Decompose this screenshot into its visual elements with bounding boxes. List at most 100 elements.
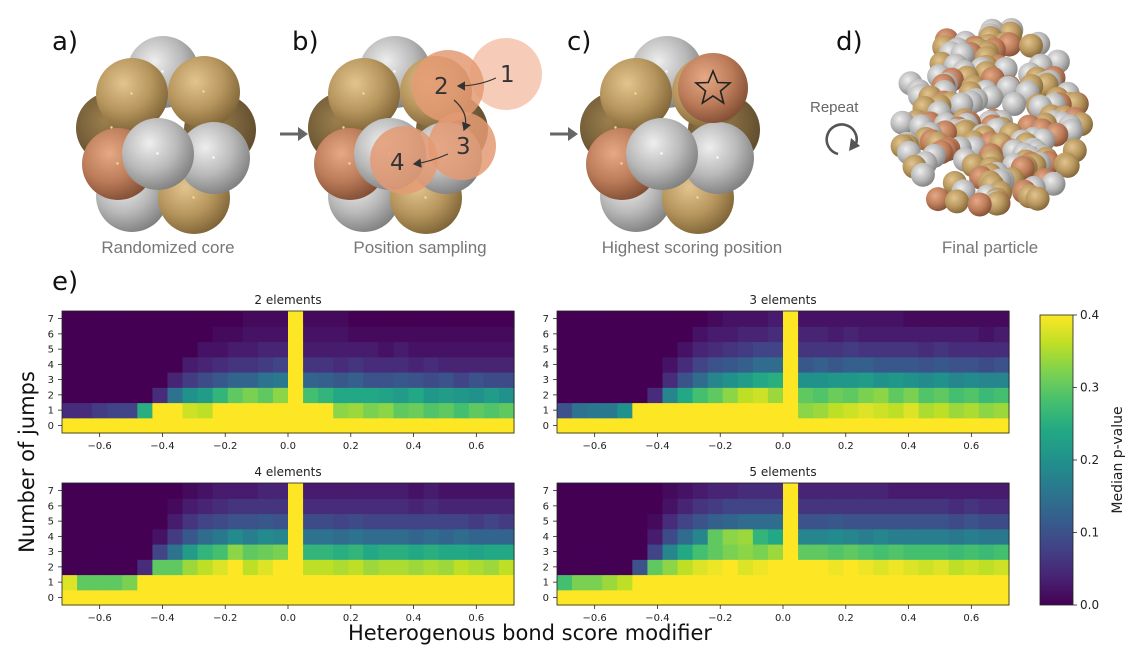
heatmap-cell [242,574,259,591]
heatmap-cell [498,402,515,419]
heatmap-cell [318,372,334,388]
heatmap-cell [288,402,304,419]
heatmap-cell [498,498,515,515]
heatmap-cell [453,356,470,373]
heatmap-cell [288,589,304,606]
heatmap-cell [288,559,304,576]
heatmap-cell [692,483,709,499]
heatmap-cell [737,589,754,606]
heatmap-cell [888,402,905,419]
heatmap-cell [903,341,920,358]
heatmap-cell [408,544,425,560]
heatmap-cell [783,387,799,404]
heatmap-cell [767,589,784,606]
sample-position-3 [428,112,496,180]
heatmap-cell [647,326,664,343]
heatmap-cell [918,574,935,591]
atom-center [348,162,351,165]
heatmap-cell [617,544,633,560]
heatmap-cell [647,589,664,606]
heatmap-cell [903,402,920,419]
heatmap-cell [978,498,995,515]
heatmap-cell [737,544,754,560]
heatmap-cell [767,417,784,434]
heatmap-cell [813,402,829,419]
heatmap-cell [62,311,78,327]
heatmap-cell [242,326,259,343]
heatmap-cell [707,483,724,499]
heatmap-cell [438,402,455,419]
heatmap-cell [348,341,364,358]
heatmap-cell [122,544,138,560]
heatmap-cell [92,387,108,404]
heatmap-cell [843,417,859,434]
heatmap-cell [197,387,214,404]
heatmap-cell [677,372,694,388]
heatmap-cell [92,341,108,358]
y-tick-label: 3 [543,375,549,386]
heatmap-cell [707,326,724,343]
heatmap-cell [647,483,664,499]
heatmap-cell [873,483,890,499]
heatmap-cell [333,528,349,545]
heatmap-cell [692,356,709,373]
heatmap-cell [813,544,829,560]
heatmap-cell [182,372,199,388]
heatmap-cell [272,513,289,530]
heatmap-cell [843,356,859,373]
heatmap-cell [963,326,980,343]
heatmap-cell [963,498,980,515]
heatmap-cell [602,372,618,388]
heatmap-cell [152,311,169,327]
heatmap-cell [737,356,754,373]
atom-center [634,92,637,95]
heatmap-cell [677,417,694,434]
heatmap-cell [182,589,199,606]
x-tick-label: −0.6 [88,441,112,452]
heatmap-cell [767,544,784,560]
heatmap-cell [752,544,769,560]
heatmap-cell [92,402,108,419]
heatmap-cell [137,498,153,515]
heatmap-cell [662,483,679,499]
heatmap-cell [557,356,573,373]
heatmap-cell [948,356,965,373]
heatmap-cell [602,483,618,499]
heatmap-cell [948,528,965,545]
heatmap-cell [62,402,78,419]
heatmap-cell [62,513,78,530]
heatmap-cell [152,544,169,560]
heatmap-cell [843,574,859,591]
heatmap-cell [798,341,814,358]
heatmap-cell [933,356,950,373]
atom-center [116,162,119,165]
y-tick-label: 0 [48,593,54,604]
heatmap-cell [453,544,470,560]
heatmap-cell [677,341,694,358]
heatmap-cell [572,528,588,545]
heatmap-cell [798,544,814,560]
heatmap-cell [798,326,814,343]
x-tick-label: −0.4 [645,441,669,452]
x-tick-label: 0.4 [406,613,422,624]
heatmap-cell [483,483,500,499]
heatmap-cell [242,483,259,499]
heatmap-cell [737,341,754,358]
heatmap-cell [572,356,588,373]
heatmap-cell [617,483,633,499]
heatmap-cell [572,513,588,530]
heatmap-cell [257,387,274,404]
repeat-cycle-icon [825,123,860,156]
x-tick-label: 0.6 [963,613,979,624]
colorbar-tick-label: 0.1 [1080,526,1099,540]
heatmap-cell [393,311,410,327]
heatmap-cell [197,417,214,434]
heatmap-cell [828,326,844,343]
heatmap-cell [677,483,694,499]
heatmap-cell [993,326,1010,343]
heatmap-cell [843,372,859,388]
heatmap-cell [587,559,603,576]
heatmap-cell [423,372,440,388]
heatmap-cell [888,589,905,606]
heatmap-cell [468,589,485,606]
